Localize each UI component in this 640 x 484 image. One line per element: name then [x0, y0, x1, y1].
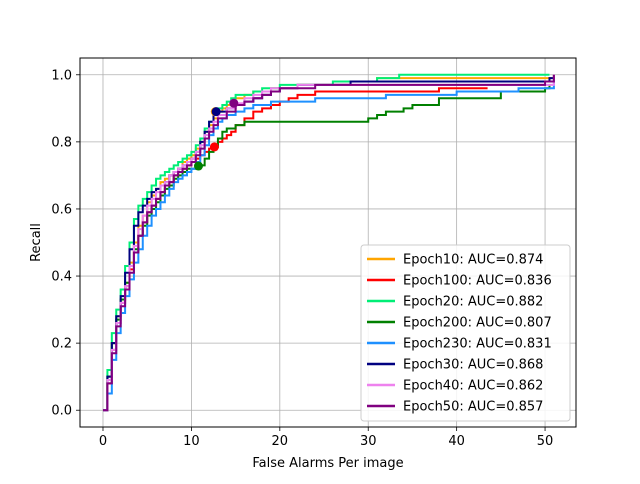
legend-box — [360, 244, 571, 422]
x-tick-label: 40 — [448, 434, 465, 449]
series-line-7 — [102, 74, 555, 412]
plot-frame — [79, 57, 577, 428]
legend-label-4: Epoch230: AUC=0.831 — [403, 337, 552, 352]
x-axis-label: False Alarms Per image — [252, 456, 403, 471]
y-tick-label: 0.0 — [51, 404, 72, 419]
y-tick-label: 0.2 — [51, 337, 72, 352]
y-tick-label: 0.8 — [51, 135, 72, 150]
y-axis-label: Recall — [29, 223, 44, 262]
y-tick-label: 0.4 — [51, 270, 72, 285]
y-tick-label: 0.6 — [51, 202, 72, 217]
x-tick-label: 30 — [360, 434, 377, 449]
legend-label-2: Epoch20: AUC=0.882 — [403, 295, 543, 310]
x-tick-label: 50 — [537, 434, 554, 449]
legend: Epoch10: AUC=0.874 Epoch100: AUC=0.836 Epo… — [360, 244, 571, 422]
grid — [80, 58, 576, 427]
x-tick-label: 10 — [183, 434, 200, 449]
x-tick-label: 20 — [272, 434, 289, 449]
legend-label-0: Epoch10: AUC=0.874 — [403, 253, 543, 268]
legend-label-3: Epoch200: AUC=0.807 — [403, 316, 552, 331]
series-marker-1 — [209, 142, 219, 152]
axis-ticks: 0 10 20 30 40 50 0.0 0.2 0.4 0.6 0.8 1.0 — [51, 68, 553, 449]
legend-label-5: Epoch30: AUC=0.868 — [403, 358, 543, 373]
series-marker-7 — [229, 98, 239, 108]
legend-label-7: Epoch50: AUC=0.857 — [403, 400, 543, 415]
y-tick-label: 1.0 — [51, 68, 72, 83]
legend-label-1: Epoch100: AUC=0.836 — [403, 274, 552, 289]
x-tick-label: 0 — [99, 434, 107, 449]
legend-label-6: Epoch40: AUC=0.862 — [403, 379, 543, 394]
series-marker-5 — [211, 107, 221, 117]
series-markers — [193, 98, 239, 171]
series-marker-3 — [193, 161, 203, 171]
series-lines — [102, 73, 555, 412]
